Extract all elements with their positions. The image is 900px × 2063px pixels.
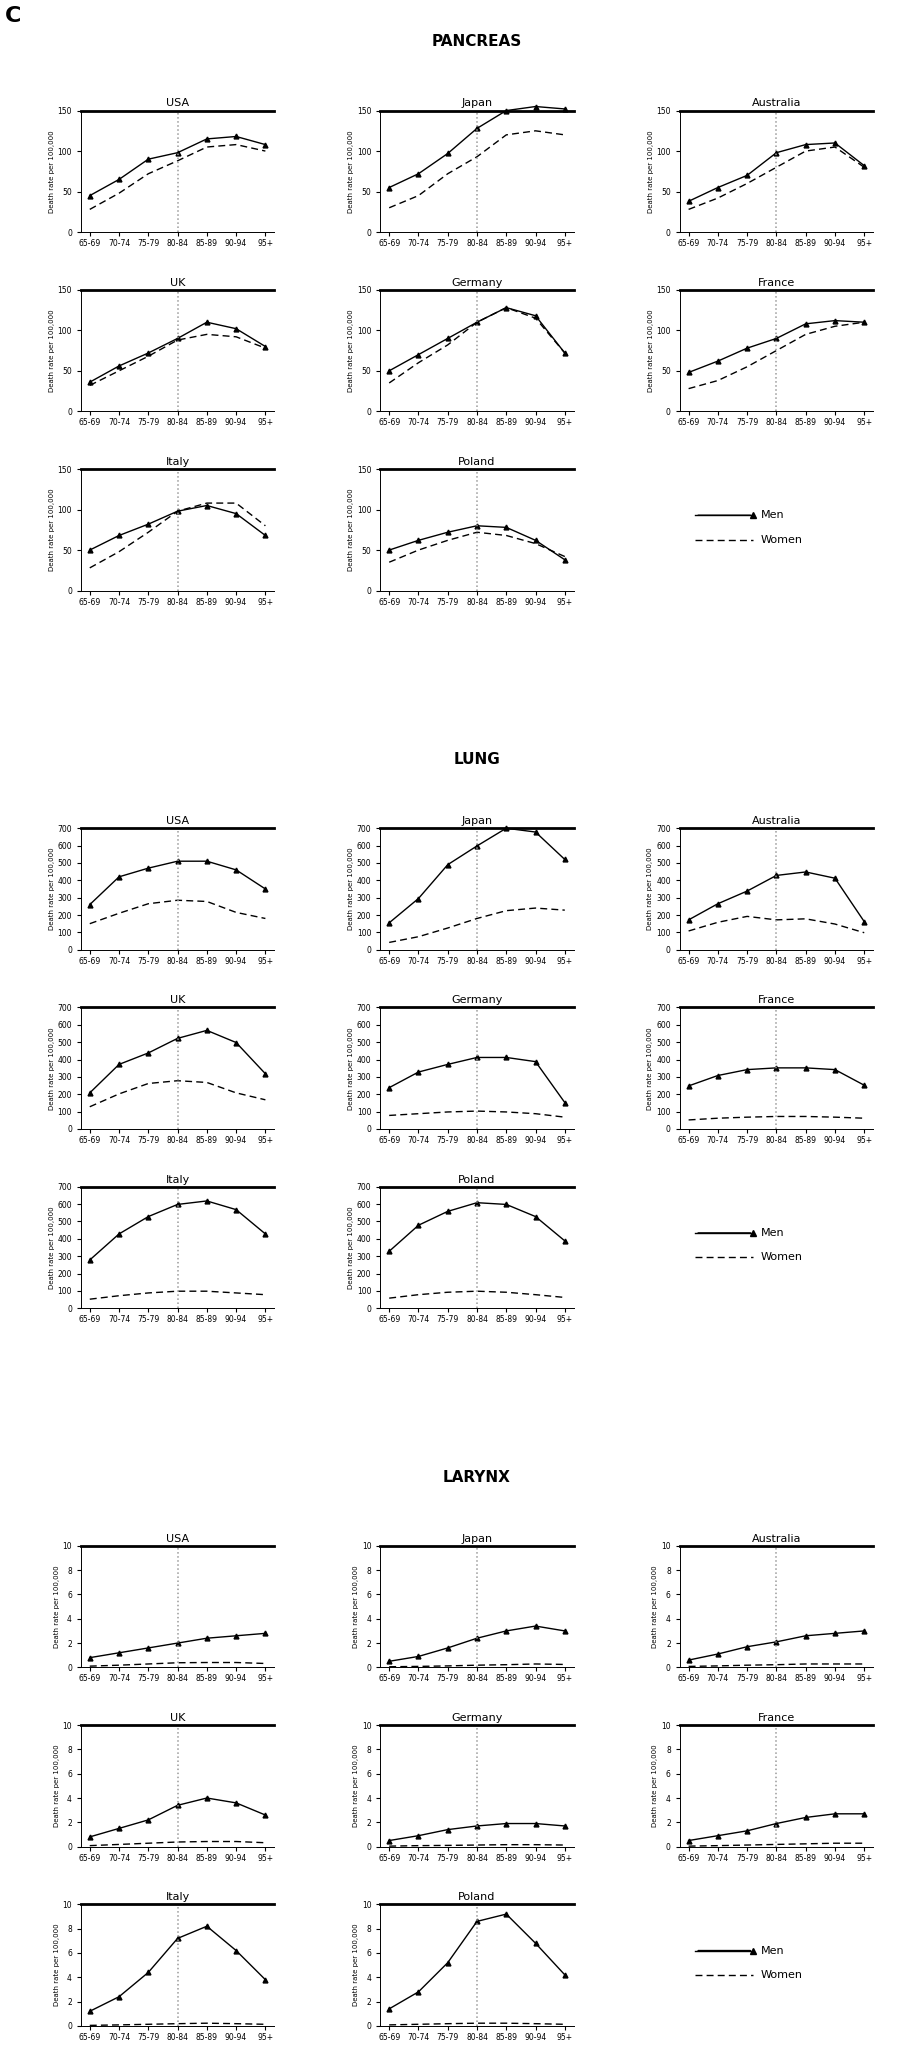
Title: UK: UK — [170, 1712, 185, 1723]
Title: Poland: Poland — [458, 456, 496, 466]
Y-axis label: Death rate per 100,000: Death rate per 100,000 — [54, 1745, 59, 1828]
Title: Italy: Italy — [166, 456, 190, 466]
Y-axis label: Death rate per 100,000: Death rate per 100,000 — [49, 1207, 55, 1289]
Title: Japan: Japan — [462, 817, 492, 825]
Title: France: France — [758, 279, 795, 287]
Text: PANCREAS: PANCREAS — [432, 35, 522, 50]
Y-axis label: Death rate per 100,000: Death rate per 100,000 — [647, 1027, 653, 1110]
Title: Germany: Germany — [451, 994, 503, 1005]
Text: Men: Men — [761, 510, 785, 520]
Text: LARYNX: LARYNX — [443, 1469, 511, 1485]
Text: C: C — [4, 6, 21, 27]
Y-axis label: Death rate per 100,000: Death rate per 100,000 — [353, 1566, 359, 1648]
Y-axis label: Death rate per 100,000: Death rate per 100,000 — [49, 309, 55, 392]
Title: Germany: Germany — [451, 1712, 503, 1723]
Y-axis label: Death rate per 100,000: Death rate per 100,000 — [348, 309, 354, 392]
Title: Australia: Australia — [752, 1533, 801, 1543]
Y-axis label: Death rate per 100,000: Death rate per 100,000 — [348, 848, 354, 930]
Y-axis label: Death rate per 100,000: Death rate per 100,000 — [49, 1027, 55, 1110]
Y-axis label: Death rate per 100,000: Death rate per 100,000 — [353, 1925, 359, 2007]
Y-axis label: Death rate per 100,000: Death rate per 100,000 — [49, 489, 55, 571]
Title: USA: USA — [166, 99, 189, 109]
Y-axis label: Death rate per 100,000: Death rate per 100,000 — [647, 130, 653, 212]
Title: UK: UK — [170, 994, 185, 1005]
Title: USA: USA — [166, 817, 189, 825]
Text: Men: Men — [761, 1227, 785, 1238]
Y-axis label: Death rate per 100,000: Death rate per 100,000 — [348, 130, 354, 212]
Y-axis label: Death rate per 100,000: Death rate per 100,000 — [348, 1027, 354, 1110]
Y-axis label: Death rate per 100,000: Death rate per 100,000 — [54, 1925, 59, 2007]
Title: France: France — [758, 1712, 795, 1723]
Title: Italy: Italy — [166, 1892, 190, 1902]
Y-axis label: Death rate per 100,000: Death rate per 100,000 — [652, 1745, 659, 1828]
Text: Men: Men — [761, 1945, 785, 1956]
Text: Women: Women — [761, 1252, 803, 1263]
Title: Australia: Australia — [752, 99, 801, 109]
Title: Germany: Germany — [451, 279, 503, 287]
Title: Italy: Italy — [166, 1174, 190, 1184]
Title: Japan: Japan — [462, 99, 492, 109]
Y-axis label: Death rate per 100,000: Death rate per 100,000 — [54, 1566, 59, 1648]
Y-axis label: Death rate per 100,000: Death rate per 100,000 — [348, 1207, 354, 1289]
Title: France: France — [758, 994, 795, 1005]
Y-axis label: Death rate per 100,000: Death rate per 100,000 — [353, 1745, 359, 1828]
Title: Poland: Poland — [458, 1892, 496, 1902]
Text: Women: Women — [761, 1970, 803, 1980]
Title: UK: UK — [170, 279, 185, 287]
Y-axis label: Death rate per 100,000: Death rate per 100,000 — [652, 1566, 659, 1648]
Title: Poland: Poland — [458, 1174, 496, 1184]
Text: LUNG: LUNG — [454, 753, 500, 767]
Title: USA: USA — [166, 1533, 189, 1543]
Title: Australia: Australia — [752, 817, 801, 825]
Text: Women: Women — [761, 534, 803, 545]
Y-axis label: Death rate per 100,000: Death rate per 100,000 — [647, 848, 653, 930]
Y-axis label: Death rate per 100,000: Death rate per 100,000 — [49, 848, 55, 930]
Y-axis label: Death rate per 100,000: Death rate per 100,000 — [647, 309, 653, 392]
Y-axis label: Death rate per 100,000: Death rate per 100,000 — [348, 489, 354, 571]
Title: Japan: Japan — [462, 1533, 492, 1543]
Y-axis label: Death rate per 100,000: Death rate per 100,000 — [49, 130, 55, 212]
